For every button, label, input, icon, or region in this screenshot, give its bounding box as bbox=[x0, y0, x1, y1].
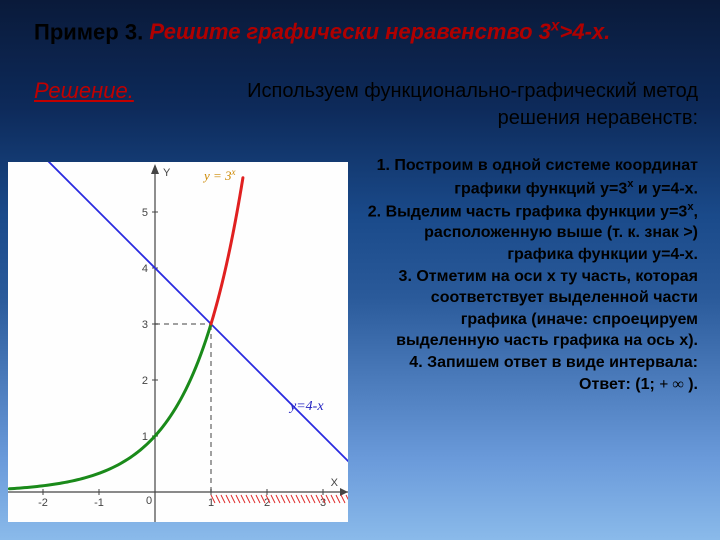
svg-text:3: 3 bbox=[142, 319, 148, 331]
function-chart: XY0-2-112312345y=4-xy = 3x bbox=[8, 162, 348, 522]
svg-text:X: X bbox=[331, 477, 339, 489]
example-task: Решите графически неравенство 3x>4-x. bbox=[149, 19, 610, 44]
svg-text:2: 2 bbox=[142, 375, 148, 387]
svg-text:0: 0 bbox=[146, 495, 152, 507]
chart-svg: XY0-2-112312345y=4-xy = 3x bbox=[8, 162, 348, 522]
svg-text:y = 3x: y = 3x bbox=[202, 167, 236, 183]
svg-text:1: 1 bbox=[142, 431, 148, 443]
svg-text:Y: Y bbox=[163, 167, 171, 179]
svg-text:y=4-x: y=4-x bbox=[288, 399, 324, 414]
svg-text:5: 5 bbox=[142, 207, 148, 219]
steps-text: 1. Построим в одной системе координат гр… bbox=[363, 155, 698, 395]
svg-text:4: 4 bbox=[142, 263, 148, 275]
solution-label: Решение. bbox=[34, 78, 134, 104]
example-number: Пример 3. bbox=[34, 19, 143, 44]
svg-text:-2: -2 bbox=[38, 497, 48, 509]
svg-text:-1: -1 bbox=[94, 497, 104, 509]
method-text: Используем функционально-графический мет… bbox=[220, 78, 698, 132]
